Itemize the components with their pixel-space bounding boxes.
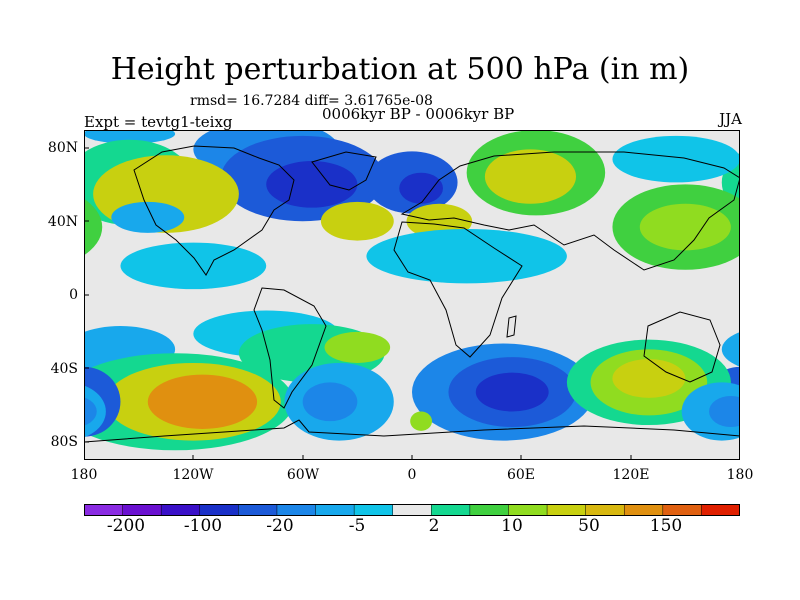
x-tick-label: 120E (612, 467, 650, 483)
north-america-coast (133, 145, 295, 276)
colorbar-cell (315, 504, 355, 516)
indian-low-core-region (475, 372, 549, 412)
weddell-high-region (410, 411, 433, 431)
y-tick-label: 40S (50, 361, 78, 377)
y-tick-label: 80S (50, 434, 78, 450)
west-pacific-core-region (639, 203, 731, 251)
season-label: JJA (719, 110, 742, 128)
contour-fill-layer (84, 130, 740, 451)
colorbar-cell (701, 504, 740, 516)
west-pacific-high-region (84, 198, 103, 256)
ross-low-core-region (84, 397, 97, 426)
siberia-core-region (484, 149, 576, 204)
x-tick-label: 60W (286, 467, 320, 483)
sw-pacific-low-region (721, 331, 740, 367)
colorbar-cell (546, 504, 587, 516)
coastlines (84, 145, 740, 443)
pacific-low-region (111, 201, 185, 233)
x-tick-label: 120W (172, 467, 214, 483)
colorbar-label: 50 (578, 516, 600, 536)
africa-coast (393, 221, 523, 358)
x-tick-label: 180 (726, 467, 754, 483)
ross-low-core-region (709, 395, 740, 427)
y-tick-label: 80N (47, 140, 78, 156)
colorbar-cell (623, 504, 664, 516)
colorbar-label: -20 (266, 516, 294, 536)
australia-core-region (612, 359, 686, 398)
south-atlantic-core-region (324, 331, 391, 363)
greenland-coast (311, 151, 377, 191)
colorbar-label: -5 (348, 516, 366, 536)
colorbar-label: 150 (649, 516, 683, 536)
colorbar-cell (431, 504, 471, 516)
colorbar-cell (585, 504, 625, 516)
colorbar-cell (238, 504, 278, 516)
x-tick-marks (84, 147, 740, 460)
eurasia-coast (400, 151, 740, 271)
colorbar-cell (353, 504, 394, 516)
experiment-label: Expt = tevtg1-teixg (84, 113, 233, 131)
colorbar-cell (392, 504, 433, 516)
south-atlantic-low-core-region (302, 382, 358, 422)
north-atlantic-core-region (266, 161, 358, 208)
y-tick-label: 40N (47, 214, 78, 230)
colorbar (84, 504, 740, 516)
period-label: 0006kyr BP - 0006kyr BP (322, 105, 515, 123)
colorbar-label: 10 (501, 516, 523, 536)
colorbar-cell (508, 504, 548, 516)
colorbar-cells (84, 504, 740, 516)
east-pacific-low-region (120, 242, 267, 290)
antarctica-coast (84, 419, 740, 443)
atlantic-high-region (320, 201, 394, 241)
colorbar-cell (662, 504, 703, 516)
europe-core-region (399, 172, 443, 204)
colorbar-cell (199, 504, 240, 516)
arctic-low-1-region (84, 130, 176, 144)
colorbar-cell (160, 504, 201, 516)
colorbar-label: -100 (183, 516, 223, 536)
chart-title: Height perturbation at 500 hPa (in m) (110, 52, 690, 87)
colorbar-frame (84, 504, 740, 516)
map-panel (84, 130, 740, 460)
se-pacific-core-region (147, 374, 258, 429)
madagascar-coast (506, 315, 517, 338)
rmsd-stats: rmsd= 16.7284 diff= 3.61765e-08 (190, 93, 433, 109)
y-tick-label: 0 (69, 287, 78, 303)
south-america-coast (253, 287, 327, 409)
colorbar-cell (122, 504, 162, 516)
colorbar-label: 2 (428, 516, 440, 536)
x-tick-label: 60E (506, 467, 536, 483)
x-tick-label: 0 (407, 467, 417, 483)
colorbar-cell (276, 504, 317, 516)
australia-coast (643, 311, 721, 383)
x-tick-label: 180 (70, 467, 98, 483)
colorbar-cell (469, 504, 510, 516)
east-siberia-low-region (612, 135, 740, 183)
colorbar-label: -200 (106, 516, 146, 536)
africa-low-region (366, 229, 567, 284)
colorbar-cell (84, 504, 124, 516)
